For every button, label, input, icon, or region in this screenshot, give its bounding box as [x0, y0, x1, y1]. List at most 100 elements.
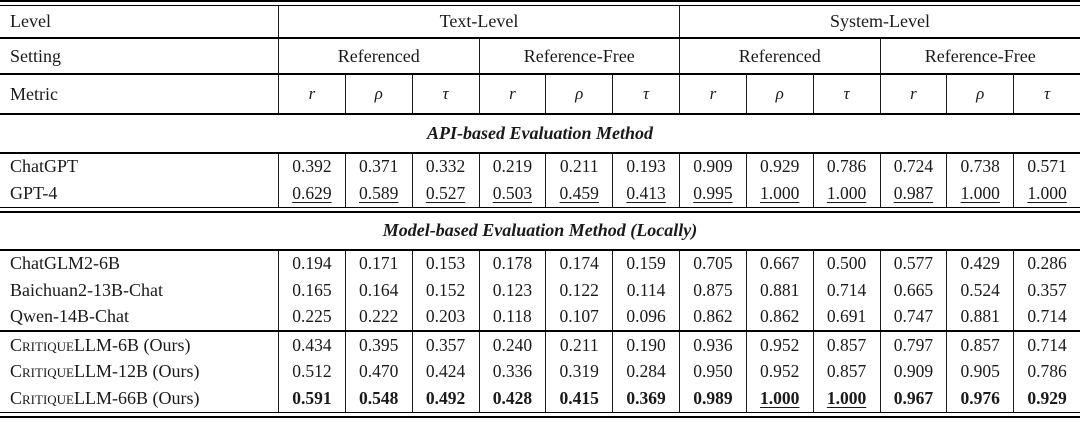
metric-value: 0.319	[545, 358, 612, 385]
model-name-rest: LLM-6B (Ours)	[74, 334, 191, 355]
metric-value: 0.153	[411, 250, 479, 277]
metric-value: 0.857	[946, 332, 1013, 359]
level-header-row: Level Text-Level System-Level	[0, 6, 1080, 37]
metric-value: 0.571	[1013, 153, 1080, 180]
model-name-rest: LLM-66B (Ours)	[74, 387, 200, 408]
rule-below-metric	[0, 113, 1080, 115]
double-rule-between-sections	[0, 206, 1080, 213]
setting-reference-free-text: Reference-Free	[478, 39, 680, 73]
text-level-header: Text-Level	[278, 6, 679, 37]
metric-value: 0.219	[478, 153, 546, 180]
metric-value: 0.629	[278, 180, 345, 207]
metric-value: 0.122	[545, 277, 612, 304]
metric-value: 0.857	[812, 358, 880, 385]
model-name: Critique LLM-6B (Ours)	[0, 332, 278, 359]
metric-rho: ρ	[946, 75, 1013, 113]
model-name: Critique LLM-12B (Ours)	[0, 359, 278, 386]
metric-label: Metric	[10, 83, 58, 104]
metric-value: 0.434	[278, 332, 345, 359]
metric-value: 0.747	[879, 303, 947, 330]
metric-value: 0.909	[879, 358, 947, 385]
table-row: Critique LLM-66B (Ours) 0.591 0.548 0.492 0.4…	[0, 385, 1080, 412]
setting-referenced-system: Referenced	[679, 39, 880, 73]
bottom-rule	[0, 411, 1080, 418]
table-row: ChatGPT 0.392 0.371 0.332 0.219 0.211 0.193 0.9…	[0, 153, 1080, 180]
metric-value: 0.164	[344, 277, 412, 304]
metric-value: 0.705	[679, 250, 746, 277]
metric-value: 0.284	[612, 358, 679, 385]
tbody-baseline-models: ChatGLM2-6B 0.194 0.171 0.153 0.178 0.174 0.15…	[0, 250, 1080, 330]
metric-value: 0.881	[745, 277, 813, 304]
metric-value: 0.178	[478, 250, 546, 277]
metric-value: 0.548	[344, 385, 412, 412]
model-name-rest: LLM-12B (Ours)	[74, 361, 200, 382]
metric-value: 0.714	[812, 277, 880, 304]
metric-value: 0.336	[478, 358, 546, 385]
metric-value: 0.171	[344, 250, 412, 277]
metric-value: 0.875	[679, 277, 746, 304]
metric-value: 0.159	[612, 250, 679, 277]
metric-value: 0.862	[679, 303, 746, 330]
metric-value: 0.797	[879, 332, 947, 359]
metric-value: 0.857	[812, 332, 880, 359]
metric-value: 0.165	[278, 277, 345, 304]
model-name-smallcaps: Critique	[10, 387, 74, 408]
metric-value: 0.909	[679, 153, 746, 180]
model-name: GPT-4	[10, 182, 58, 203]
rule-below-model-title	[0, 248, 1080, 251]
metric-value: 0.577	[879, 250, 947, 277]
metric-value: 0.174	[545, 250, 612, 277]
metric-value: 1.000	[745, 180, 813, 207]
rule-below-level	[0, 37, 1080, 39]
metric-value: 0.500	[812, 250, 880, 277]
metric-r: r	[478, 75, 546, 113]
metric-value: 0.589	[344, 180, 412, 207]
metric-value: 0.952	[745, 358, 813, 385]
level-label: Level	[10, 11, 51, 31]
model-name-smallcaps: Critique	[10, 361, 74, 382]
metric-value: 0.952	[745, 332, 813, 359]
metric-header-row: Metric r ρ τ r ρ τ r ρ τ r ρ τ	[0, 75, 1080, 113]
section-title-model-based: Model-based Evaluation Method (Locally)	[382, 220, 698, 240]
metric-value: 0.123	[478, 277, 546, 304]
metric-value: 0.905	[946, 358, 1013, 385]
tbody-api-based: ChatGPT 0.392 0.371 0.332 0.219 0.211 0.193 0.9…	[0, 153, 1080, 207]
metric-value: 0.950	[679, 358, 746, 385]
metric-value: 0.503	[478, 180, 546, 207]
metric-value: 0.225	[278, 303, 345, 330]
metric-value: 0.524	[946, 277, 1013, 304]
metric-value: 0.190	[612, 332, 679, 359]
tbody-critiquellm-models: Critique LLM-6B (Ours) 0.434 0.395 0.357 0.24…	[0, 332, 1080, 412]
metric-value: 0.862	[745, 303, 813, 330]
metric-value: 0.989	[679, 385, 746, 412]
metric-value: 0.591	[278, 385, 345, 412]
table-row: Baichuan2-13B-Chat 0.165 0.164 0.152 0.123 0.…	[0, 277, 1080, 304]
metric-value: 0.512	[278, 358, 345, 385]
metric-value: 0.738	[946, 153, 1013, 180]
metric-value: 0.371	[344, 153, 412, 180]
metric-value: 0.786	[812, 153, 880, 180]
metric-value: 0.357	[411, 332, 479, 359]
model-name: Critique LLM-66B (Ours)	[0, 385, 278, 412]
metric-value: 0.429	[946, 250, 1013, 277]
metric-value: 0.470	[344, 358, 412, 385]
model-name: ChatGLM2-6B	[10, 253, 120, 274]
metric-value: 0.211	[545, 332, 612, 359]
metric-rho: ρ	[545, 75, 612, 113]
metric-value: 0.987	[879, 180, 947, 207]
metric-value: 0.995	[679, 180, 746, 207]
metric-value: 0.222	[344, 303, 412, 330]
metric-value: 1.000	[1013, 180, 1080, 207]
metric-value: 0.286	[1013, 250, 1080, 277]
metric-value: 0.107	[545, 303, 612, 330]
metric-value: 0.691	[812, 303, 880, 330]
metric-value: 0.203	[411, 303, 479, 330]
metric-tau: τ	[612, 75, 679, 113]
top-rule	[0, 0, 1080, 6]
setting-header-row: Setting Referenced Reference-Free Refere…	[0, 39, 1080, 73]
metric-value: 0.527	[411, 180, 479, 207]
metric-value: 0.967	[879, 385, 947, 412]
metric-value: 0.667	[745, 250, 813, 277]
table-row: Critique LLM-12B (Ours) 0.512 0.470 0.424 0.3…	[0, 358, 1080, 386]
